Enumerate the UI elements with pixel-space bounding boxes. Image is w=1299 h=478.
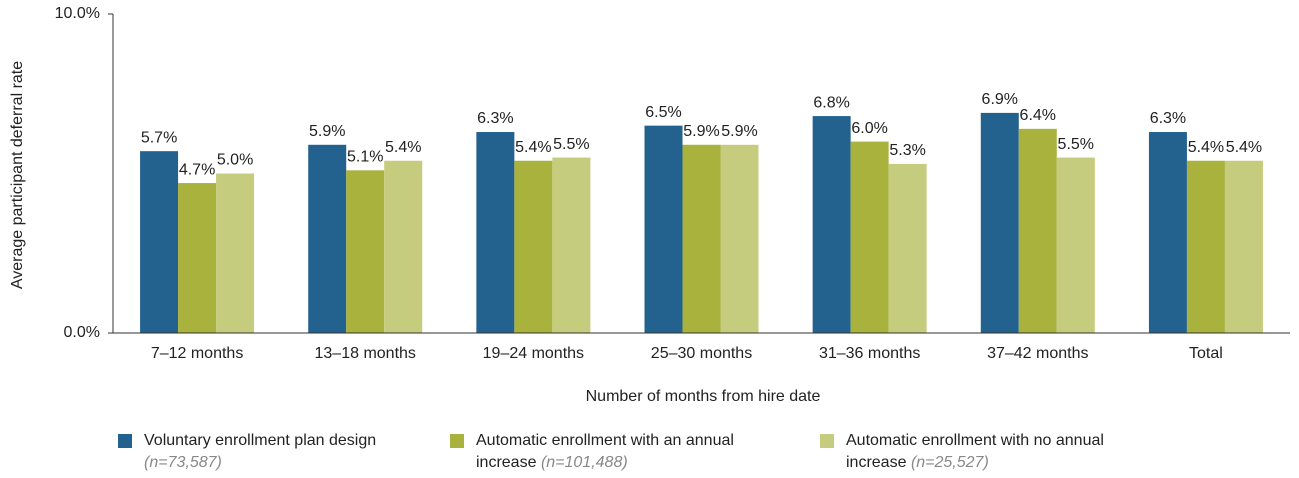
bar <box>140 151 179 333</box>
legend-swatch <box>820 434 834 448</box>
y-tick-label: 10.0% <box>55 5 100 22</box>
bar <box>1018 128 1057 333</box>
legend-swatch <box>450 434 464 448</box>
value-label: 6.3% <box>477 110 513 127</box>
bar <box>644 125 683 334</box>
legend-label: Automatic enrollment with an annual incr… <box>476 432 734 471</box>
value-label: 5.4% <box>1226 139 1262 156</box>
bar <box>308 144 347 333</box>
x-tick-label: 19–24 months <box>483 345 584 362</box>
bar <box>384 160 423 333</box>
legend-count: (n=101,488) <box>540 454 628 471</box>
bar <box>888 163 927 333</box>
bar <box>682 144 721 333</box>
value-label: 5.1% <box>347 149 383 166</box>
x-axis-title: Number of months from hire date <box>586 388 821 405</box>
value-label: 5.4% <box>1188 139 1224 156</box>
x-tick-label: 37–42 months <box>987 345 1088 362</box>
value-label: 5.5% <box>1058 136 1094 153</box>
value-label: 6.4% <box>1020 107 1056 124</box>
bar <box>720 144 759 333</box>
value-label: 5.9% <box>683 123 719 140</box>
bar <box>850 141 889 333</box>
legend-label: Voluntary enrollment plan design <box>144 432 377 449</box>
bar <box>476 132 515 333</box>
bar <box>1224 160 1263 333</box>
bar <box>1186 160 1225 333</box>
bar <box>514 160 553 333</box>
value-label: 5.4% <box>385 139 421 156</box>
bar <box>812 116 851 333</box>
legend: Voluntary enrollment plan design (n=73,5… <box>0 430 1299 478</box>
value-label: 5.0% <box>217 152 253 169</box>
x-tick-label: 7–12 months <box>151 345 244 362</box>
x-tick-label: Total <box>1189 345 1223 362</box>
chart: Average participant deferral rate Number… <box>9 5 1290 405</box>
x-tick-label: 25–30 months <box>651 345 752 362</box>
value-label: 4.7% <box>179 161 215 178</box>
bar <box>1056 157 1095 333</box>
legend-swatch <box>118 434 132 448</box>
legend-item: Automatic enrollment with an annual incr… <box>450 430 786 474</box>
bar <box>1148 132 1187 333</box>
value-label: 5.7% <box>141 129 177 146</box>
value-label: 5.9% <box>721 123 757 140</box>
y-tick-label: 0.0% <box>64 324 100 341</box>
x-tick-label: 13–18 months <box>315 345 416 362</box>
value-label: 5.3% <box>889 142 925 159</box>
value-label: 6.5% <box>645 104 681 121</box>
value-label: 5.5% <box>553 136 589 153</box>
value-label: 6.0% <box>851 120 887 137</box>
bar <box>980 112 1019 333</box>
x-tick-label: 31–36 months <box>819 345 920 362</box>
legend-item: Automatic enrollment with no annual incr… <box>820 430 1156 474</box>
value-label: 6.3% <box>1150 110 1186 127</box>
bar <box>216 173 255 333</box>
legend-label: Automatic enrollment with no annual incr… <box>846 432 1104 471</box>
bar <box>178 183 217 333</box>
value-label: 5.4% <box>515 139 551 156</box>
value-label: 6.8% <box>813 94 849 111</box>
legend-item: Voluntary enrollment plan design (n=73,5… <box>118 430 454 474</box>
bar <box>552 157 591 333</box>
value-label: 6.9% <box>982 91 1018 108</box>
bar <box>346 170 385 333</box>
y-axis-title: Average participant deferral rate <box>9 61 26 289</box>
legend-count: (n=25,527) <box>910 454 989 471</box>
legend-count: (n=73,587) <box>144 454 222 471</box>
value-label: 5.9% <box>309 123 345 140</box>
